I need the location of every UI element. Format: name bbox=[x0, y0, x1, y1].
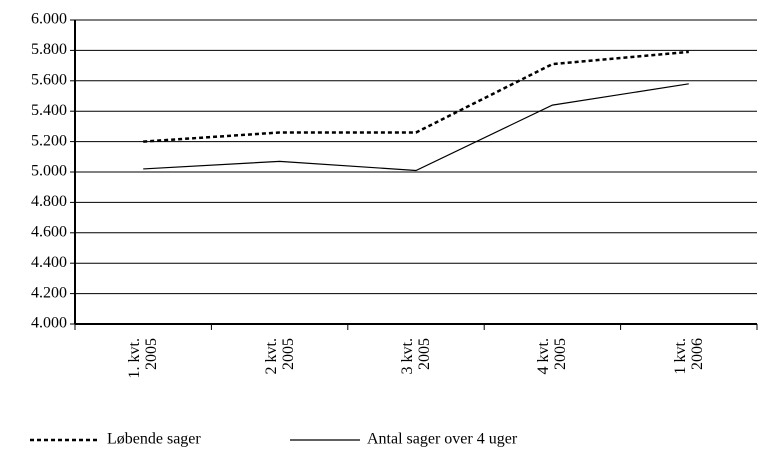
legend-label: Antal sager over 4 uger bbox=[367, 431, 518, 448]
x-tick-label: 1 kvt. 2006 bbox=[671, 338, 706, 375]
y-tick-label: 4.800 bbox=[31, 193, 67, 210]
y-tick-label: 5.000 bbox=[31, 163, 67, 180]
y-tick-label: 4.400 bbox=[31, 254, 67, 271]
y-tick-label: 4.600 bbox=[31, 223, 67, 240]
y-tick-label: 6.000 bbox=[31, 11, 67, 28]
y-tick-label: 5.200 bbox=[31, 132, 67, 149]
series-line bbox=[143, 50, 689, 143]
y-tick-label: 4.000 bbox=[31, 315, 67, 332]
legend-label: Løbende sager bbox=[107, 431, 201, 448]
y-tick-label: 5.800 bbox=[31, 41, 67, 58]
x-tick-label: 3 kvt. 2005 bbox=[399, 338, 433, 375]
x-tick-label: 4 kvt. 2005 bbox=[535, 338, 570, 375]
y-tick-label: 4.200 bbox=[31, 284, 67, 301]
x-tick-label: 1. kvt. 2005 bbox=[126, 338, 161, 379]
y-tick-label: 5.400 bbox=[31, 102, 67, 119]
x-tick-label: 2 kvt. 2005 bbox=[262, 338, 297, 375]
series-line bbox=[143, 83, 689, 172]
y-tick-label: 5.600 bbox=[31, 71, 67, 88]
